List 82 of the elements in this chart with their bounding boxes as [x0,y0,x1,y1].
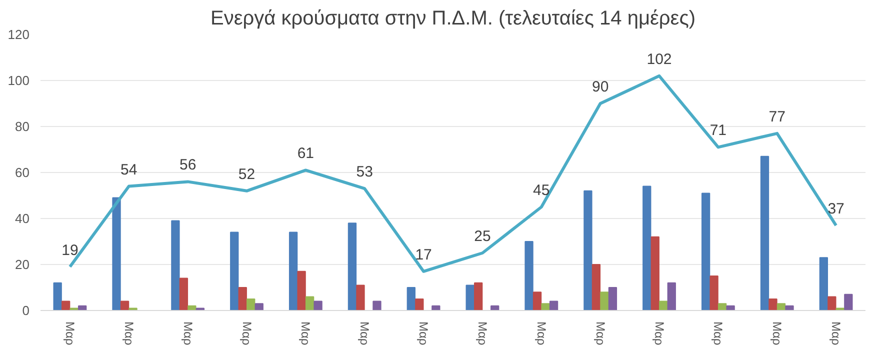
data-label: 77 [768,108,786,126]
bar [356,284,365,310]
x-tick-label: Μαρ [652,322,666,346]
bar [667,282,676,310]
x-tick-label: Μαρ [62,322,77,346]
bar [372,300,382,310]
data-label: 25 [474,228,491,245]
data-label: 61 [297,145,314,162]
bar [314,300,322,310]
y-tick-label: 60 [15,165,30,180]
bar [659,300,668,310]
y-tick-label: 100 [8,73,30,88]
x-tick-label: Μαρ [240,322,254,346]
bar [600,292,609,310]
y-tick-label: 40 [15,211,30,226]
bar [844,294,853,310]
data-label: 102 [646,50,672,68]
bar [288,232,298,310]
bar [128,308,138,310]
bar [776,303,786,310]
y-tick-label: 120 [8,27,30,42]
x-tick-label: Μαρ [358,322,372,346]
bar [549,300,558,310]
data-label: 37 [828,200,844,218]
x-tick-label: Μαρ [593,322,608,346]
bar [726,305,735,310]
bar [238,287,247,310]
bar [541,303,550,310]
data-label: 19 [62,242,78,259]
x-tick-label: Μαρ [770,322,784,346]
bar [785,305,794,310]
bar [819,257,828,310]
x-tick-label: Μαρ [298,322,313,346]
x-tick-label: Μαρ [711,322,726,346]
bar [466,284,474,310]
bar [62,300,70,310]
bar [406,287,416,310]
bar [828,296,836,310]
bar [348,222,357,310]
bar [768,298,778,310]
bar [608,287,618,310]
y-tick-label: 0 [22,303,30,318]
data-label: 45 [533,182,550,199]
bar [230,232,239,310]
bar [718,303,727,310]
bar [171,220,180,310]
bar [592,264,601,310]
bar [112,197,121,310]
bar [297,270,306,310]
bar [760,156,770,310]
bar [120,300,130,310]
y-tick-label: 80 [15,119,30,134]
data-label: 90 [592,78,609,96]
bar [524,241,534,310]
bar [532,292,542,310]
x-tick-label: Μαρ [475,322,490,346]
bar [701,192,710,310]
x-tick-label: Μαρ [534,322,548,346]
bar [246,298,256,310]
x-tick-label: Μαρ [416,322,431,346]
data-label: 56 [179,156,196,174]
bar [179,278,188,310]
bar [415,298,424,310]
bar [584,190,592,310]
x-tick-label: Μαρ [829,322,844,346]
bar [642,186,652,310]
x-tick-label: Μαρ [180,322,195,346]
bar [474,282,483,310]
data-label: 53 [356,164,373,181]
bar [710,276,718,310]
data-label: 17 [415,246,432,264]
data-label: 54 [120,161,138,178]
y-tick-label: 20 [15,257,30,272]
bar [650,236,660,310]
bar [53,282,62,310]
data-label: 71 [710,122,727,140]
bar [254,303,264,310]
chart-title: Ενεργά κρούσματα στην Π.Δ.Μ. (τελευταίες 14 ημέρες) [210,8,696,30]
data-label: 52 [238,166,256,183]
bar [305,296,314,310]
bar [188,305,196,310]
x-tick-label: Μαρ [122,322,136,346]
